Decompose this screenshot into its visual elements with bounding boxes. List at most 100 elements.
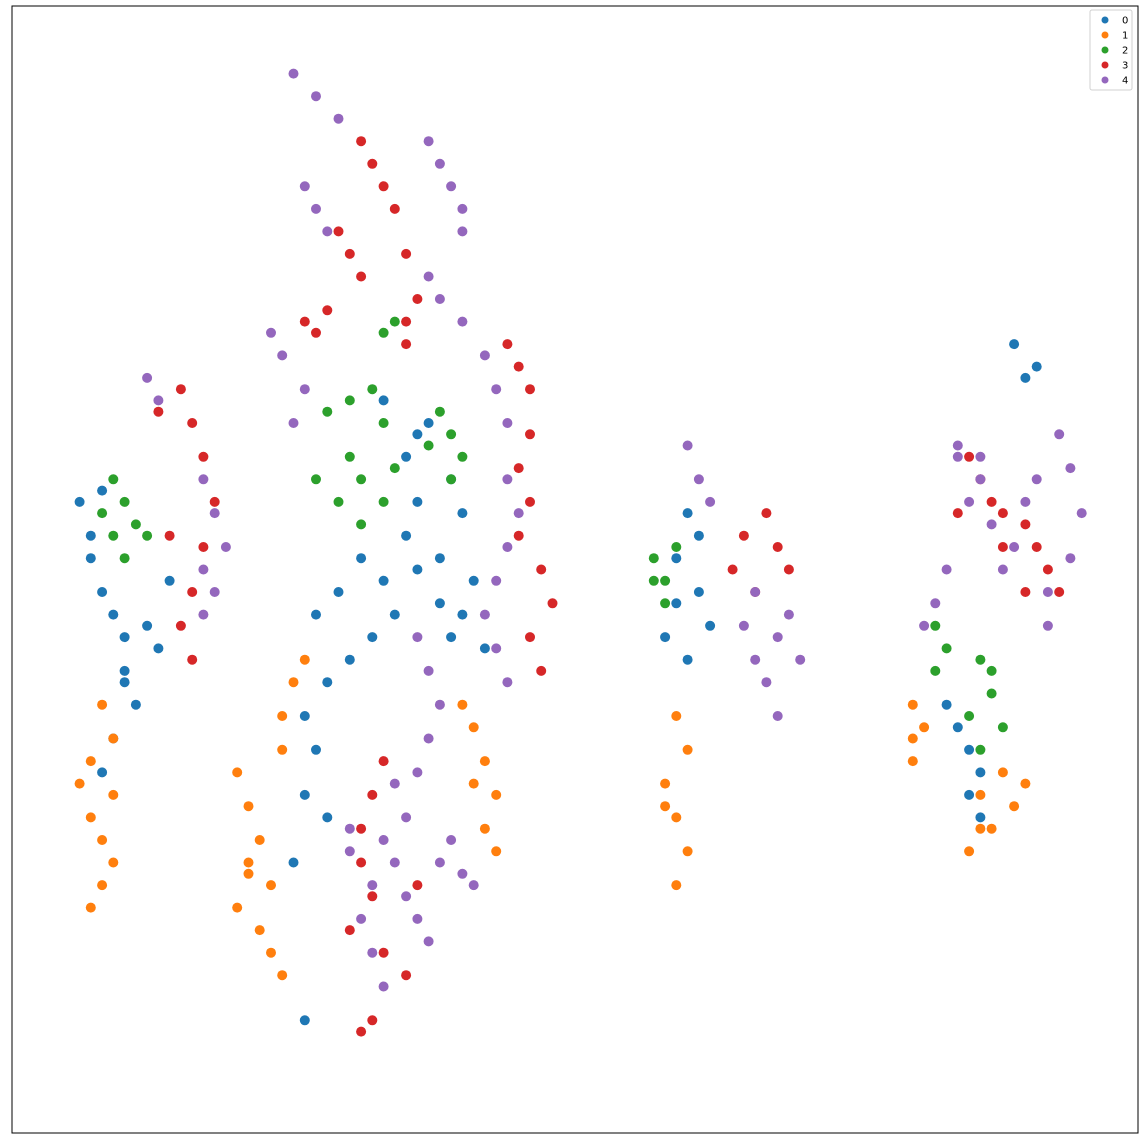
- point-series-3-48: [772, 542, 783, 552]
- point-series-2-7: [322, 406, 333, 417]
- series-4-points: [142, 68, 1087, 992]
- point-series-0-39: [288, 857, 299, 868]
- series-2-points: [97, 316, 1008, 755]
- point-series-4-71: [975, 474, 986, 485]
- point-series-0-32: [367, 632, 378, 643]
- point-series-0-47: [705, 620, 716, 631]
- point-series-1-25: [468, 722, 479, 733]
- point-series-4-17: [198, 564, 209, 575]
- point-series-4-75: [1020, 496, 1031, 507]
- point-series-1-7: [97, 880, 108, 891]
- point-series-0-14: [97, 485, 108, 496]
- point-series-3-56: [1020, 519, 1031, 530]
- point-series-4-3: [423, 136, 434, 147]
- point-series-4-55: [468, 880, 479, 891]
- point-series-2-19: [446, 429, 457, 440]
- point-series-4-50: [412, 913, 423, 924]
- point-series-2-2: [130, 519, 141, 530]
- point-series-4-9: [311, 203, 321, 214]
- point-series-0-18: [378, 575, 389, 586]
- point-series-1-0: [97, 699, 108, 710]
- point-series-4-41: [389, 778, 400, 789]
- point-series-4-35: [502, 677, 513, 688]
- point-series-4-34: [491, 643, 502, 654]
- point-series-4-0: [288, 68, 299, 79]
- point-series-4-38: [434, 699, 445, 710]
- point-series-1-33: [660, 778, 671, 789]
- point-series-3-18: [311, 327, 321, 338]
- point-series-1-5: [97, 835, 108, 845]
- point-series-4-27: [491, 384, 502, 395]
- point-series-4-39: [423, 733, 434, 744]
- point-series-3-16: [356, 271, 367, 282]
- point-series-0-2: [97, 587, 108, 597]
- point-series-4-77: [1054, 429, 1065, 440]
- point-series-4-68: [772, 711, 783, 721]
- point-series-4-47: [367, 947, 378, 958]
- point-series-1-13: [243, 868, 254, 879]
- point-series-0-33: [344, 654, 355, 665]
- point-series-4-6: [457, 203, 468, 214]
- point-series-3-41: [378, 947, 389, 958]
- point-series-4-22: [153, 395, 164, 406]
- point-series-2-8: [344, 395, 355, 406]
- point-series-1-36: [671, 880, 682, 891]
- point-series-1-34: [671, 812, 682, 823]
- point-series-1-32: [682, 744, 693, 755]
- point-series-4-20: [209, 587, 220, 597]
- point-series-2-14: [356, 519, 367, 530]
- point-series-2-36: [997, 722, 1008, 733]
- point-series-0-51: [693, 530, 704, 541]
- point-series-4-42: [401, 812, 412, 823]
- point-series-4-81: [1042, 587, 1053, 597]
- point-series-1-47: [986, 823, 997, 834]
- point-series-1-28: [479, 823, 490, 834]
- point-series-0-35: [299, 711, 310, 721]
- point-series-4-5: [446, 181, 457, 192]
- point-series-1-48: [1020, 778, 1031, 789]
- point-series-4-60: [705, 496, 716, 507]
- point-series-0-45: [671, 553, 682, 564]
- legend-label-2: 2: [1122, 46, 1128, 57]
- point-series-4-26: [479, 350, 490, 361]
- point-series-3-59: [1020, 587, 1031, 597]
- point-series-3-0: [153, 406, 164, 417]
- point-series-3-25: [513, 361, 524, 372]
- point-series-0-3: [108, 609, 119, 620]
- point-series-2-38: [986, 665, 997, 676]
- point-series-1-27: [491, 789, 502, 800]
- point-series-0-21: [401, 451, 412, 462]
- point-series-3-20: [401, 248, 412, 259]
- point-series-2-34: [986, 688, 997, 699]
- point-series-3-27: [525, 429, 535, 440]
- legend-entries: 0 1 2 3 4: [1101, 16, 1128, 87]
- point-series-1-38: [907, 699, 918, 710]
- point-series-3-4: [209, 496, 220, 507]
- point-series-0-42: [412, 429, 423, 440]
- point-series-2-3: [97, 508, 108, 519]
- point-series-3-47: [761, 508, 772, 519]
- point-series-0-4: [119, 632, 130, 643]
- point-series-3-46: [738, 530, 749, 541]
- point-series-2-4: [108, 530, 119, 541]
- point-series-0-40: [299, 1015, 310, 1026]
- point-series-1-6: [108, 857, 119, 868]
- point-series-3-40: [344, 925, 355, 936]
- plot-area-frame: [11, 5, 1139, 1134]
- point-series-2-26: [660, 575, 671, 586]
- point-series-0-16: [333, 587, 344, 597]
- point-series-4-25: [457, 316, 468, 327]
- scatter-points: [74, 68, 1087, 1037]
- point-series-0-11: [164, 575, 175, 586]
- point-series-3-11: [367, 158, 378, 169]
- point-series-4-30: [513, 508, 524, 519]
- legend-marker-0: [1101, 16, 1109, 24]
- point-series-4-53: [446, 835, 457, 845]
- point-series-4-61: [750, 587, 761, 597]
- point-series-1-2: [85, 756, 96, 767]
- point-series-4-57: [344, 846, 355, 857]
- point-series-1-43: [997, 767, 1008, 778]
- point-series-0-60: [975, 812, 986, 823]
- point-series-3-36: [367, 789, 378, 800]
